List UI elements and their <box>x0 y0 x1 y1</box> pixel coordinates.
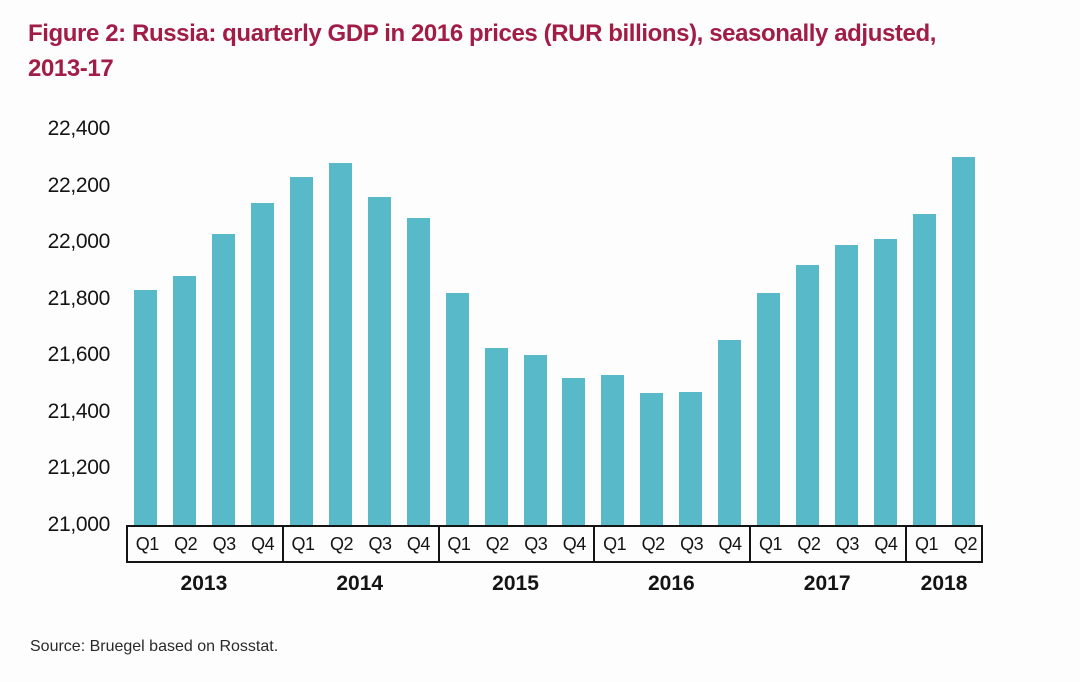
year-group-2018: Q1 Q2 <box>907 527 985 561</box>
x-axis-year-label: 2015 <box>492 572 539 595</box>
figure-title-line2: 2013-17 <box>28 55 114 82</box>
figure-title: Figure 2: Russia: quarterly GDP in 2016 … <box>28 16 1063 86</box>
y-axis-tick-label: 22,200 <box>47 173 111 197</box>
bar-2014-Q3 <box>367 196 391 525</box>
bar-2013-Q4 <box>250 202 274 525</box>
x-axis-quarter-label: Q3 <box>524 533 548 554</box>
x-axis-quarter-label: Q1 <box>603 533 627 554</box>
y-axis-tick-label: 21,800 <box>47 286 111 310</box>
x-axis-quarter-label: Q4 <box>718 533 743 554</box>
bar-2017-Q1 <box>757 293 781 525</box>
bar-2017-Q2 <box>796 264 820 525</box>
x-axis-year-label: 2018 <box>920 572 968 595</box>
year-group-2015: Q1 Q2 Q3 Q4 <box>440 527 596 561</box>
plot-area <box>126 129 983 525</box>
bar-2016-Q1 <box>601 375 625 525</box>
bar-2014-Q1 <box>289 177 313 525</box>
bar-2018-Q1 <box>913 213 937 525</box>
bar-2014-Q2 <box>328 162 352 525</box>
bar-2016-Q2 <box>640 393 664 525</box>
bar-2014-Q4 <box>406 218 430 525</box>
x-axis-quarter-label: Q4 <box>251 533 275 554</box>
x-axis-quarter-label: Q1 <box>447 533 471 554</box>
x-axis-quarter-label: Q2 <box>953 533 978 554</box>
bar-2016-Q3 <box>679 392 703 525</box>
y-axis-tick-label: 22,000 <box>47 230 111 254</box>
x-axis-quarter-label: Q2 <box>329 533 354 554</box>
y-axis-tick-label: 22,400 <box>47 117 111 140</box>
bar-2015-Q4 <box>562 377 586 525</box>
year-group-2014: Q1 Q2 Q3 Q4 <box>284 527 440 561</box>
x-axis-year-label: 2014 <box>336 572 384 595</box>
bar-2013-Q2 <box>172 276 196 525</box>
x-axis-quarter-label: Q2 <box>641 533 666 554</box>
x-axis-quarter-label: Q2 <box>797 533 821 554</box>
bar-2013-Q3 <box>211 233 235 525</box>
x-axis-year-label: 2013 <box>180 572 228 595</box>
year-group-2017: Q1 Q2 Q3 Q4 <box>751 527 908 561</box>
x-axis-quarter-label: Q4 <box>406 533 431 554</box>
year-group-2016: Q1 Q2 Q3 Q4 <box>595 527 752 561</box>
bar-2016-Q4 <box>718 339 742 525</box>
x-axis-year-label: 2016 <box>647 572 695 595</box>
bar-2013-Q1 <box>133 290 157 525</box>
x-axis-quarter-label: Q2 <box>485 533 510 554</box>
x-axis-quarter-label: Q3 <box>680 533 704 554</box>
x-axis-quarter-label: Q4 <box>874 533 898 554</box>
y-axis-tick-label: 21,200 <box>47 456 111 480</box>
x-axis-quarter-label: Q3 <box>368 533 392 554</box>
x-axis-year-row: 2013 2014 2015 2016 2017 2018 <box>126 567 983 601</box>
bar-2015-Q2 <box>484 348 508 525</box>
x-axis-quarter-label: Q3 <box>212 533 237 554</box>
x-axis-quarter-box: Q1 Q2 Q3 Q4 Q1 Q2 Q3 Q4 Q1 Q2 Q3 Q4 Q1 Q2 Q3 Q4 Q1 Q2 Q3 Q4… <box>126 525 983 563</box>
bar-2017-Q3 <box>835 244 859 525</box>
source-note: Source: Bruegel based on Rosstat. <box>30 638 279 655</box>
bar-2015-Q1 <box>445 293 469 525</box>
x-axis-quarter-label: Q3 <box>835 533 860 554</box>
x-axis-quarter-label: Q1 <box>135 533 160 554</box>
x-axis-year-label: 2017 <box>803 572 851 595</box>
y-axis-tick-label: 21,600 <box>47 343 111 367</box>
bar-2018-Q2 <box>952 157 976 525</box>
x-axis-quarter-label: Q1 <box>291 533 316 554</box>
year-group-2013: Q1 Q2 Q3 Q4 <box>128 527 284 561</box>
y-axis-tick-label: 21,000 <box>47 513 111 536</box>
bar-2015-Q3 <box>523 355 547 525</box>
x-axis-quarter-label: Q1 <box>758 533 783 554</box>
figure-title-line1: Figure 2: Russia: quarterly GDP in 2016 … <box>28 20 936 47</box>
y-axis-tick-label: 21,400 <box>47 399 111 423</box>
x-axis-quarter-label: Q4 <box>562 533 587 554</box>
x-axis-quarter-label: Q1 <box>915 533 939 554</box>
bar-2017-Q4 <box>874 239 898 525</box>
x-axis-quarter-label: Q2 <box>174 533 198 554</box>
